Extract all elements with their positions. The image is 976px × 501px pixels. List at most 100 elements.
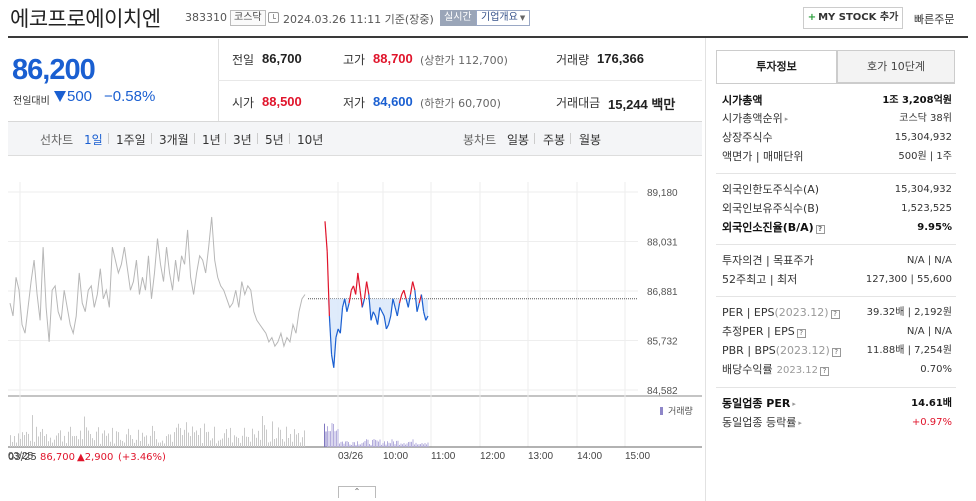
help-icon[interactable]: ? — [815, 225, 825, 234]
volume-bar-today — [330, 431, 331, 447]
open-label: 시가 — [232, 96, 255, 110]
volume-bar-today — [424, 443, 426, 447]
x-tick-label: 03/26 — [338, 451, 363, 462]
volume-bar-today — [361, 443, 363, 447]
volume-bar-prev — [238, 438, 239, 447]
quick-order-link[interactable]: 빠른주문 — [914, 13, 955, 26]
volume-bar-prev — [138, 429, 139, 447]
today-line-segment — [363, 281, 368, 299]
volume-bar-prev — [40, 431, 41, 447]
volume-bar-prev — [26, 431, 27, 447]
dividend-row: 배당수익률 2023.12? 0.70% — [722, 362, 952, 378]
chevron-right-icon[interactable]: ▸ — [784, 115, 789, 123]
volume-bar-prev — [48, 441, 49, 447]
volume-bar-prev — [150, 435, 151, 447]
period-3y[interactable]: 3년 — [233, 133, 252, 147]
x-tick-label: 03/25 — [8, 451, 33, 462]
volume-bar-prev — [98, 427, 99, 447]
volume-bar-prev — [278, 427, 279, 447]
volume-bar-prev — [128, 428, 129, 447]
volume-bars — [10, 415, 429, 447]
tab-investment-info[interactable]: 투자정보 — [716, 50, 837, 83]
expand-chart-button[interactable]: ⌃ — [338, 486, 376, 498]
help-icon[interactable]: ? — [831, 348, 841, 357]
tab-order-book[interactable]: 호가 10단계 — [837, 50, 955, 83]
y-tick-label: 86,881 — [647, 287, 678, 298]
add-mystock-button[interactable]: + MY STOCK 추가 — [803, 7, 903, 29]
market-cap-rank-label: 시가총액순위 — [722, 112, 783, 125]
volume-bar-prev — [54, 439, 55, 447]
down-triangle-icon — [54, 91, 66, 102]
company-overview-button[interactable]: 기업개요 ▼ — [476, 10, 531, 26]
volume-bar-prev — [204, 423, 205, 447]
volume-bar-prev — [208, 431, 209, 447]
volume-bar-prev — [124, 442, 125, 447]
volume-bar-prev — [232, 442, 233, 447]
volume-bar-today — [402, 444, 403, 447]
volume-bar-prev — [156, 439, 157, 447]
today-line-segment — [348, 290, 352, 304]
volume-bar-prev — [74, 436, 75, 447]
volume-bar-prev — [126, 434, 127, 447]
help-icon[interactable]: ? — [796, 329, 806, 338]
industry-per-value: 14.61배 — [911, 398, 952, 409]
period-10y[interactable]: 10년 — [297, 133, 324, 147]
per-eps-row: PER | EPS(2023.12)? 39.32배 | 2,192원 — [722, 305, 952, 321]
volume-bar-today — [426, 444, 427, 447]
market-cap-rank-row: 시가총액순위 ▸ 코스닥 38위 — [722, 111, 952, 127]
period-1d[interactable]: 1일 — [84, 133, 103, 147]
volume-bar-today — [403, 443, 405, 447]
volume-bar-today — [396, 440, 397, 447]
volume-bar-prev — [76, 435, 77, 447]
period-1w[interactable]: 1주일 — [116, 133, 146, 147]
candle-weekly[interactable]: 주봉 — [543, 133, 566, 147]
volume-bar-prev — [10, 435, 11, 447]
volume-bar-prev — [86, 427, 87, 447]
today-line-segment — [361, 298, 366, 308]
help-icon[interactable]: ? — [830, 310, 840, 319]
candle-daily[interactable]: 일봉 — [507, 133, 530, 147]
today-line-segment — [405, 298, 409, 308]
period-3m[interactable]: 3개월 — [159, 133, 189, 147]
chevron-right-icon[interactable]: ▸ — [798, 419, 802, 427]
volume-bar-today — [423, 444, 424, 447]
today-line-segment — [344, 298, 348, 312]
volume-bar-today — [360, 444, 361, 447]
divider — [716, 387, 956, 388]
chevron-right-icon[interactable]: ▸ — [792, 400, 796, 408]
period-5y[interactable]: 5년 — [265, 133, 284, 147]
divider — [716, 83, 955, 84]
volume-bar-prev — [202, 443, 203, 447]
volume-bar-today — [348, 442, 349, 447]
help-icon[interactable]: ? — [819, 367, 829, 376]
header-divider — [8, 36, 968, 38]
volume-bar-prev — [14, 436, 15, 447]
industry-per-label: 동일업종 PER — [722, 397, 791, 410]
volume-bar-prev — [50, 437, 51, 447]
volume-bar-today — [352, 442, 354, 447]
today-line-segment — [425, 315, 429, 321]
volume-bar-today — [345, 441, 346, 447]
volume-bar-prev — [12, 441, 13, 447]
volume-bar-prev — [220, 439, 221, 447]
chart-grid — [8, 182, 702, 448]
volume-bar-today — [391, 439, 393, 447]
today-line-segment — [333, 337, 337, 368]
market-cap-row: 시가총액 1조 3,208억원 — [722, 93, 952, 109]
footer-pct: (+3.46%) — [118, 452, 166, 463]
candle-chart-label: 봉차트 — [463, 133, 497, 147]
divider — [716, 173, 956, 174]
volume-bar-today — [373, 439, 375, 447]
industry-chg-value: +0.97% — [911, 417, 952, 428]
today-line-segment — [383, 315, 387, 330]
today-line-segment — [372, 311, 376, 317]
volume-bar-prev — [134, 442, 135, 447]
today-line-segment — [324, 221, 328, 252]
volume-bar-today — [417, 444, 418, 447]
divider — [289, 133, 290, 144]
candle-monthly[interactable]: 월봉 — [579, 133, 602, 147]
volume-bar-today — [364, 440, 366, 447]
price-chart: 89,180 88,031 86,881 85,732 84,582 03/25 03/26… — [8, 182, 702, 463]
period-1y[interactable]: 1년 — [202, 133, 221, 147]
line-chart-label: 선차트 — [40, 133, 74, 147]
